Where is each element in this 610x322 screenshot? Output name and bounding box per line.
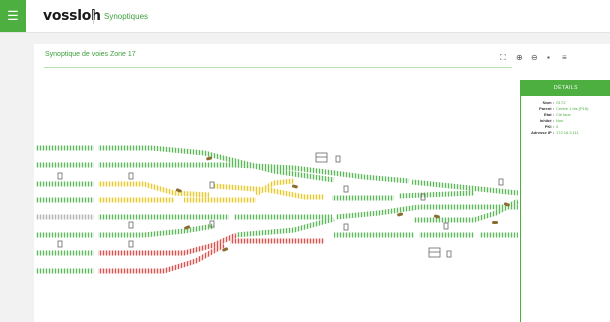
- header-divider: [93, 10, 94, 24]
- detail-label: Adresse IP :: [530, 130, 554, 135]
- train-icon[interactable]: [184, 225, 191, 230]
- track-diagram: [36, 145, 520, 274]
- detail-value: 172.16.3.111: [556, 130, 579, 135]
- panel-title: Synoptique de voies Zone 17: [45, 51, 136, 58]
- track-segments[interactable]: [36, 145, 520, 274]
- title-underline: [44, 67, 512, 68]
- track-segment[interactable]: [98, 242, 226, 274]
- detail-row: Nom : S1T2: [521, 100, 610, 106]
- list-icon[interactable]: ≡: [562, 53, 567, 62]
- details-header: DÉTAILS: [521, 80, 610, 96]
- track-segment[interactable]: [98, 232, 238, 256]
- track-segment[interactable]: [98, 181, 210, 198]
- detail-value: S1T2: [556, 100, 566, 105]
- detail-label: PKI :: [544, 124, 554, 129]
- signal-icon[interactable]: [335, 155, 341, 163]
- comment-icon[interactable]: ▪: [547, 53, 550, 62]
- train-icon[interactable]: [397, 212, 404, 217]
- detail-row: Adresse IP :172.16.3.111: [521, 130, 610, 136]
- signal-markers[interactable]: [57, 152, 504, 258]
- signal-icon[interactable]: [209, 220, 215, 228]
- details-list: Nom : S1T2 Parent : Centre 1 bis (P16) Eta…: [521, 96, 610, 136]
- track-segment[interactable]: [363, 174, 410, 184]
- station-building-icon[interactable]: [428, 247, 441, 258]
- signal-icon[interactable]: [498, 178, 504, 186]
- detail-row: Inhibé : Non: [521, 118, 610, 124]
- signal-icon[interactable]: [128, 221, 134, 229]
- track-segment[interactable]: [473, 198, 520, 223]
- logo: vossloh: [43, 8, 101, 24]
- signal-icon[interactable]: [209, 181, 215, 189]
- train-icon[interactable]: [206, 156, 213, 161]
- track-segment[interactable]: [233, 162, 365, 180]
- detail-label: Nom :: [542, 100, 554, 105]
- detail-value: Clé faux: [556, 112, 571, 117]
- train-icon[interactable]: [503, 202, 510, 207]
- track-segment[interactable]: [335, 204, 420, 220]
- hamburger-icon[interactable]: ☰: [0, 0, 26, 32]
- track-segment[interactable]: [411, 179, 519, 196]
- detail-label: Inhibé :: [539, 118, 554, 123]
- track-segment[interactable]: [235, 216, 335, 238]
- track-segment[interactable]: [98, 223, 215, 238]
- track-segment[interactable]: [398, 190, 475, 199]
- signal-icon[interactable]: [128, 172, 134, 180]
- train-icon[interactable]: [175, 188, 182, 193]
- train-icon[interactable]: [433, 214, 441, 219]
- zoom-out-icon[interactable]: ⊖: [531, 53, 538, 62]
- signal-icon[interactable]: [343, 223, 349, 231]
- signal-icon[interactable]: [57, 240, 63, 248]
- train-icon[interactable]: [291, 184, 299, 189]
- detail-row: Etat : Clé faux: [521, 112, 610, 118]
- signal-icon[interactable]: [57, 172, 63, 180]
- details-panel: DÉTAILS Nom : S1T2 Parent : Centre 1 bis (…: [520, 80, 610, 322]
- signal-icon[interactable]: [446, 250, 452, 258]
- station-building-icon[interactable]: [315, 152, 328, 163]
- signal-icon[interactable]: [343, 185, 349, 193]
- signal-icon[interactable]: [443, 222, 449, 230]
- detail-row: PKI :0: [521, 124, 610, 130]
- detail-value: 0: [556, 124, 559, 129]
- signal-icon[interactable]: [128, 240, 134, 248]
- train-markers[interactable]: [175, 156, 510, 252]
- track-segment[interactable]: [213, 183, 324, 200]
- page-nav-title[interactable]: Synoptiques: [104, 12, 149, 21]
- track-segment[interactable]: [254, 178, 295, 197]
- signal-icon[interactable]: [420, 193, 426, 201]
- top-bar: ☰ vossloh Synoptiques: [0, 0, 610, 33]
- train-icon[interactable]: [492, 221, 498, 224]
- detail-value: Centre 1 bis (P16): [556, 106, 589, 111]
- detail-label: Etat :: [544, 112, 554, 117]
- detail-label: Parent :: [539, 106, 554, 111]
- detail-row: Parent : Centre 1 bis (P16): [521, 106, 610, 112]
- track-segment[interactable]: [151, 145, 335, 183]
- train-icon[interactable]: [222, 247, 229, 252]
- expand-icon[interactable]: ⛶: [500, 53, 506, 62]
- zoom-in-icon[interactable]: ⊕: [516, 53, 523, 62]
- detail-value: Non: [556, 118, 564, 123]
